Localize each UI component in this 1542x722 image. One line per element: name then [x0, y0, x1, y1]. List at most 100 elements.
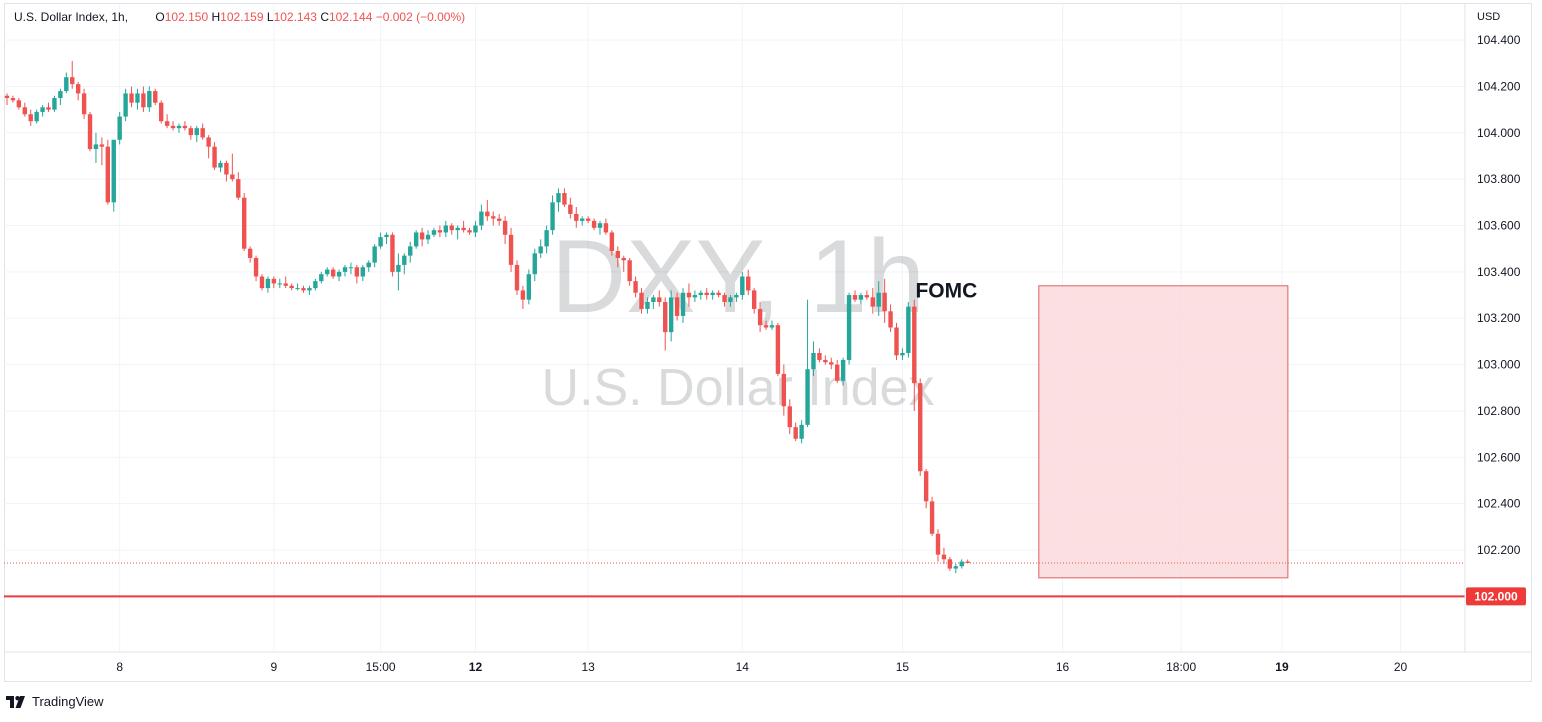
candle [431, 227, 437, 238]
candle-body [763, 325, 769, 328]
candle-body [52, 98, 57, 110]
candle-body [135, 93, 140, 103]
candle [781, 364, 787, 416]
candle [663, 297, 668, 351]
candle-body [307, 288, 312, 291]
time-tick-label: 15:00 [366, 660, 396, 674]
candle-body [746, 276, 751, 291]
candle [580, 216, 585, 226]
candle-body [894, 327, 899, 356]
candle-body [218, 162, 223, 168]
candle-body [419, 232, 425, 240]
candle-body [585, 218, 591, 221]
time-tick-label: 13 [581, 660, 595, 674]
candle-body [852, 295, 858, 300]
candle-body [840, 359, 846, 381]
candle [716, 290, 721, 298]
candle [4, 93, 10, 105]
legend-high-value: 102.159 [220, 10, 264, 24]
candle [313, 278, 318, 291]
candle [99, 137, 105, 166]
candle [888, 304, 893, 333]
candle-body [123, 93, 128, 117]
candle [651, 295, 656, 309]
candle-body [283, 283, 288, 286]
candle [58, 88, 63, 105]
candle-body [46, 107, 51, 110]
candle-body [591, 220, 597, 228]
candle-body [900, 352, 905, 356]
time-axis[interactable]: 8 9 15:00 12 13 14 15 16 18:00 19 20 [4, 651, 1532, 674]
candle [840, 357, 846, 386]
candle-body [360, 267, 365, 277]
candle [348, 262, 354, 275]
candle [188, 125, 194, 140]
candle-body [556, 193, 561, 203]
candle-body [597, 223, 603, 228]
candle [751, 288, 757, 314]
candle-body [639, 292, 644, 309]
price-tick-label: 102.200 [1477, 543, 1521, 557]
candle-body [81, 93, 87, 115]
candle [182, 121, 188, 131]
candle [396, 253, 401, 291]
candle-body [402, 255, 407, 265]
candle [378, 232, 383, 249]
price-axis[interactable]: USD 104.400 104.200 104.000 103.800 103.600 1… [1464, 3, 1521, 652]
candle-body [508, 234, 514, 265]
candle [336, 269, 342, 282]
candle-body [923, 471, 929, 502]
candle-body [651, 297, 656, 303]
candle-body [734, 295, 739, 298]
candle [876, 281, 881, 316]
candle-body [520, 290, 526, 300]
candle [455, 225, 460, 240]
candle [123, 88, 128, 122]
candle [657, 290, 662, 307]
candle-body [965, 561, 970, 563]
candle [52, 95, 57, 112]
candle [645, 297, 650, 314]
candle [408, 241, 413, 263]
candle-body [206, 137, 211, 147]
candle [769, 320, 775, 330]
candle-body [799, 424, 804, 439]
candle [746, 269, 751, 296]
candle-body [959, 561, 964, 567]
candle [295, 283, 300, 291]
candle [858, 292, 864, 305]
candle-body [615, 251, 620, 258]
candle [111, 139, 116, 212]
legend-open-value: 102.150 [164, 10, 209, 24]
candle-body [757, 308, 763, 326]
candle-body [259, 276, 265, 289]
candle-body [105, 146, 111, 203]
candle [627, 257, 632, 286]
candle [941, 547, 947, 564]
candle [491, 211, 496, 226]
candle-body [111, 139, 116, 203]
support-line-layer: 102.000 [4, 562, 1526, 606]
candle [668, 290, 674, 342]
candle [603, 218, 609, 235]
candle [265, 276, 271, 293]
candle [906, 302, 911, 358]
candle [247, 246, 253, 263]
tradingview-label: TradingView [32, 694, 104, 709]
tradingview-logo[interactable]: TradingView [6, 694, 104, 709]
candle-body [75, 84, 81, 94]
candle-body [141, 93, 146, 108]
candle [253, 255, 259, 282]
candle-body [580, 218, 585, 221]
candle-body [876, 292, 881, 307]
candle-body [621, 257, 626, 261]
candle [419, 227, 425, 247]
fomc-annotation[interactable]: FOMC [915, 279, 977, 302]
candle [692, 290, 698, 303]
candle-body [502, 220, 508, 235]
candle [10, 95, 16, 103]
candle-body [16, 100, 22, 108]
candle-body [230, 174, 235, 180]
currency-label: USD [1477, 11, 1500, 23]
